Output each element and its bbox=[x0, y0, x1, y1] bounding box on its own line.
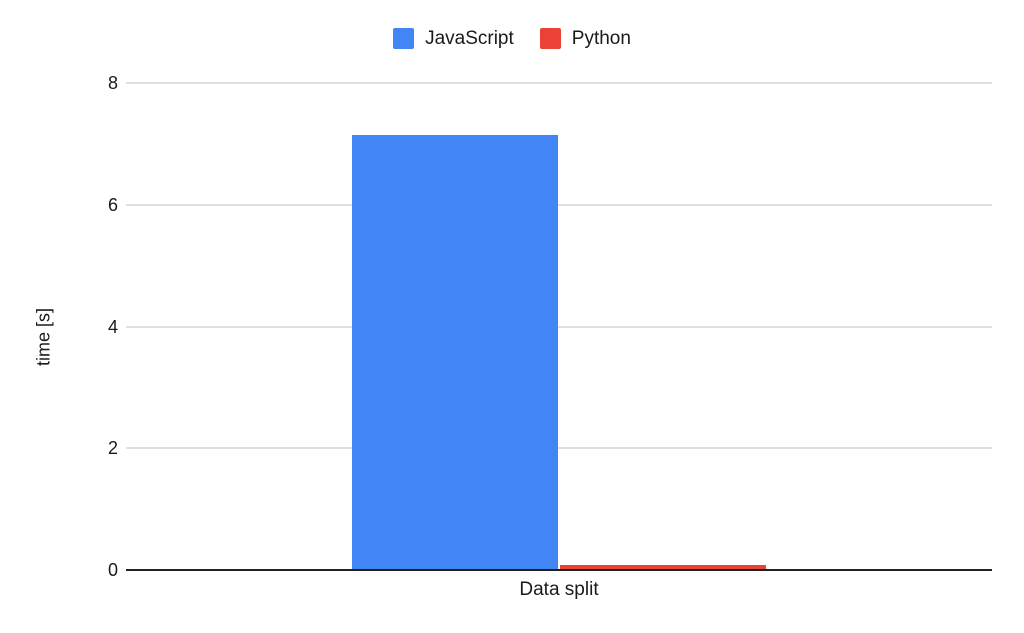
y-tick-label-4: 4 bbox=[107, 316, 118, 337]
x-category-label: Data split bbox=[519, 579, 599, 600]
y-tick-label-0: 0 bbox=[107, 560, 118, 580]
gridline-2 bbox=[126, 447, 992, 450]
y-tick-label-2: 2 bbox=[107, 438, 118, 459]
plot-area bbox=[126, 82, 992, 571]
legend-item-python: Python bbox=[539, 28, 631, 49]
chart-legend: JavaScript Python bbox=[0, 28, 1024, 49]
python-swatch-icon bbox=[539, 28, 561, 49]
gridline-6 bbox=[126, 203, 992, 206]
legend-item-javascript: JavaScript bbox=[393, 28, 514, 49]
gridline-4 bbox=[126, 325, 992, 328]
legend-label-javascript: JavaScript bbox=[425, 28, 514, 49]
y-tick-label-6: 6 bbox=[107, 194, 118, 215]
x-axis-line bbox=[126, 568, 992, 571]
gridline-8 bbox=[126, 82, 992, 84]
legend-label-python: Python bbox=[571, 28, 631, 49]
bar-python bbox=[560, 564, 766, 569]
javascript-swatch-icon bbox=[393, 28, 415, 49]
bar-javascript bbox=[352, 134, 558, 569]
y-tick-label-8: 8 bbox=[107, 73, 118, 93]
